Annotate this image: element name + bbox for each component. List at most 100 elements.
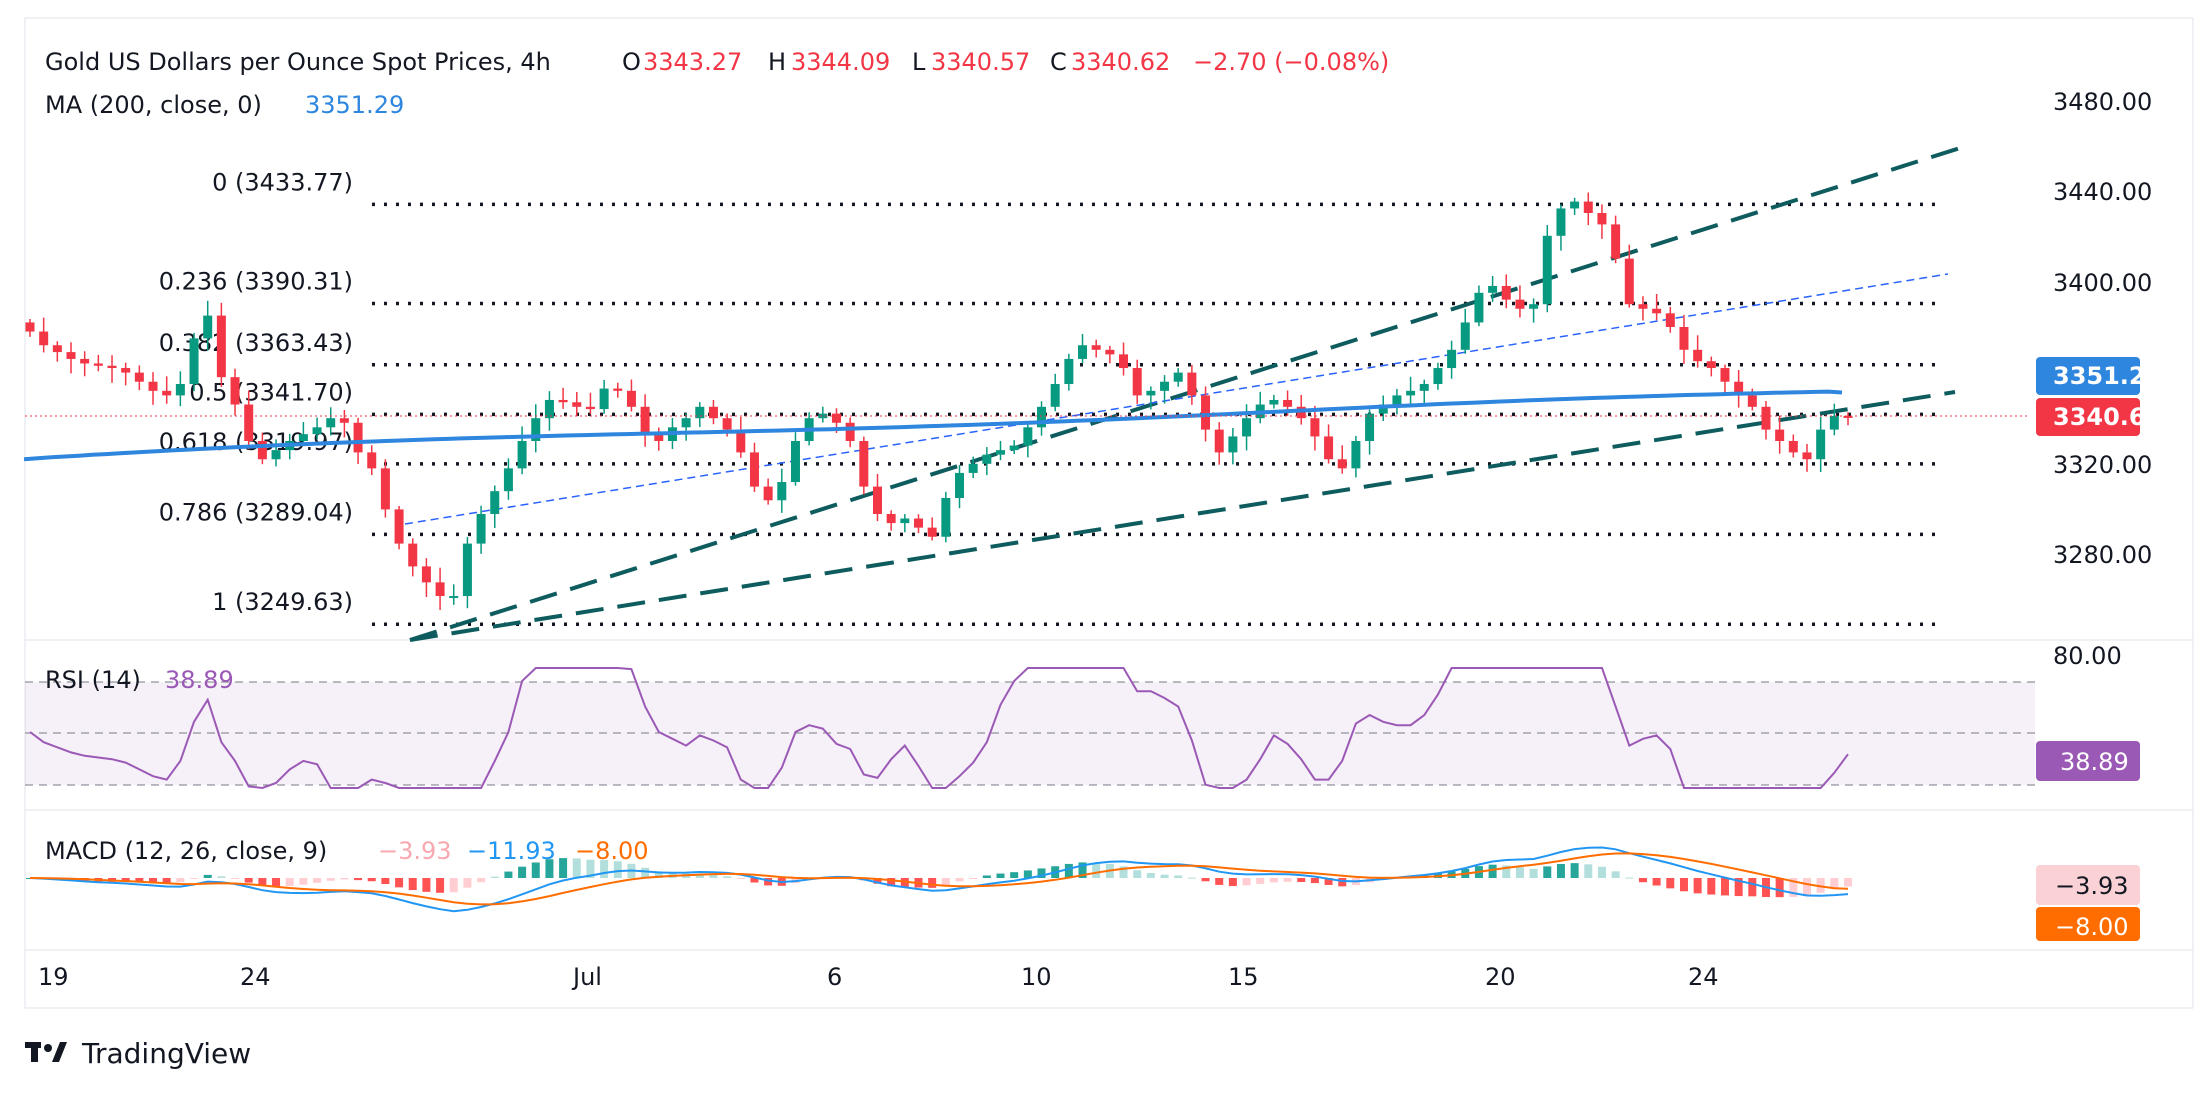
candle-body [1269,399,1279,405]
candle-body [1488,285,1498,293]
macd-histogram-bar [408,878,417,891]
candle-body [626,390,636,407]
macd-histogram-bar [1174,875,1183,878]
candle [1091,339,1101,358]
candle-body [517,441,527,469]
candle-body [1447,349,1457,369]
candle [517,426,527,475]
macd-histogram-bar [395,878,404,888]
candle-body [1693,349,1703,362]
candle [326,407,336,436]
candle-body [1310,418,1320,437]
macd-histogram-bar [463,878,472,888]
fib-level-label: 0 (3433.77) [212,168,353,196]
candle-body [859,441,869,487]
macd-histogram-bar [203,874,212,878]
macd-histogram-bar [1283,878,1292,882]
candle [1255,391,1265,424]
macd-histogram-bar [1707,878,1716,895]
candle [531,404,541,453]
macd-histogram-bar [217,876,226,878]
candle [544,391,554,431]
macd-histogram-bar [1693,878,1702,894]
candle [1023,423,1033,458]
candle [394,505,404,550]
time-tick: 20 [1485,963,1516,991]
candle-body [1706,361,1716,369]
candle-body [326,418,336,428]
candle-body [955,472,965,498]
signal-line [29,852,1849,906]
candle [52,341,62,362]
price-axis: 3480.00 3440.00 3400.00 3320.00 3280.00 … [2036,88,2162,569]
candle-body [421,566,431,583]
macd-histogram-bar [969,878,978,879]
candle [298,422,308,445]
candle [1269,394,1279,409]
macd-histogram-bar [258,878,267,886]
candle-body [408,543,418,567]
close-value: 3340.62 [1071,48,1170,76]
macd-histogram-bar [654,871,663,878]
candle [421,558,431,597]
macd-histogram-bar [709,874,718,878]
rsi-badge-text: 38.89 [2060,748,2129,776]
macd-histogram-bar [272,878,281,887]
macd-histogram-bar [340,878,349,880]
channel-lower-line [409,390,1956,642]
macd-histogram-bar [518,866,527,878]
candle [476,505,486,554]
candle [189,332,199,392]
channel-midline [404,273,1949,525]
candle-body [818,413,828,419]
candle-body [162,390,172,396]
macd-histogram-bar [449,878,458,893]
macd-histogram-bar [436,878,445,893]
candle-body [394,509,404,544]
candle [859,436,869,495]
candle [886,510,896,531]
candle [749,442,759,492]
candle [39,317,49,353]
candle [462,536,472,609]
candle-body [121,368,131,373]
candle-body [1515,299,1525,309]
candle [585,392,595,415]
candle-body [66,352,76,359]
macd-histogram-bar [176,878,185,883]
candle-body [244,404,254,441]
candle [1624,244,1634,308]
candle [1570,197,1580,215]
candle-body [1324,436,1334,460]
candle-body [367,452,377,469]
candle-body [872,486,882,514]
candle [1638,296,1648,321]
candle [66,342,76,374]
candle-body [599,388,609,410]
time-tick: 24 [1688,963,1719,991]
macd-histogram-bar [299,878,308,885]
price-tick: 3400.00 [2053,269,2152,297]
change-value: −2.70 (−0.08%) [1193,48,1389,76]
candle [1693,335,1703,368]
candle-body [1214,429,1224,453]
tradingview-logo[interactable]: TradingView [25,1037,251,1070]
candle [1365,409,1375,455]
rsi-badge [2036,741,2140,781]
candle-body [39,331,49,346]
candle [216,302,226,387]
candle-body [1201,395,1211,430]
candle [777,468,787,513]
candle [1501,274,1511,309]
candle [449,584,459,605]
candle-body [996,450,1006,455]
ma-price-badge [2036,357,2140,395]
macd-histogram-bar [559,858,568,878]
macd-label: MACD (12, 26, close, 9) [45,837,327,865]
candle [1829,403,1839,436]
candle [1734,369,1744,408]
macd-histogram-bar [1228,878,1237,887]
candle [312,417,322,440]
candle-body [1419,384,1429,391]
candle-body [339,418,349,423]
